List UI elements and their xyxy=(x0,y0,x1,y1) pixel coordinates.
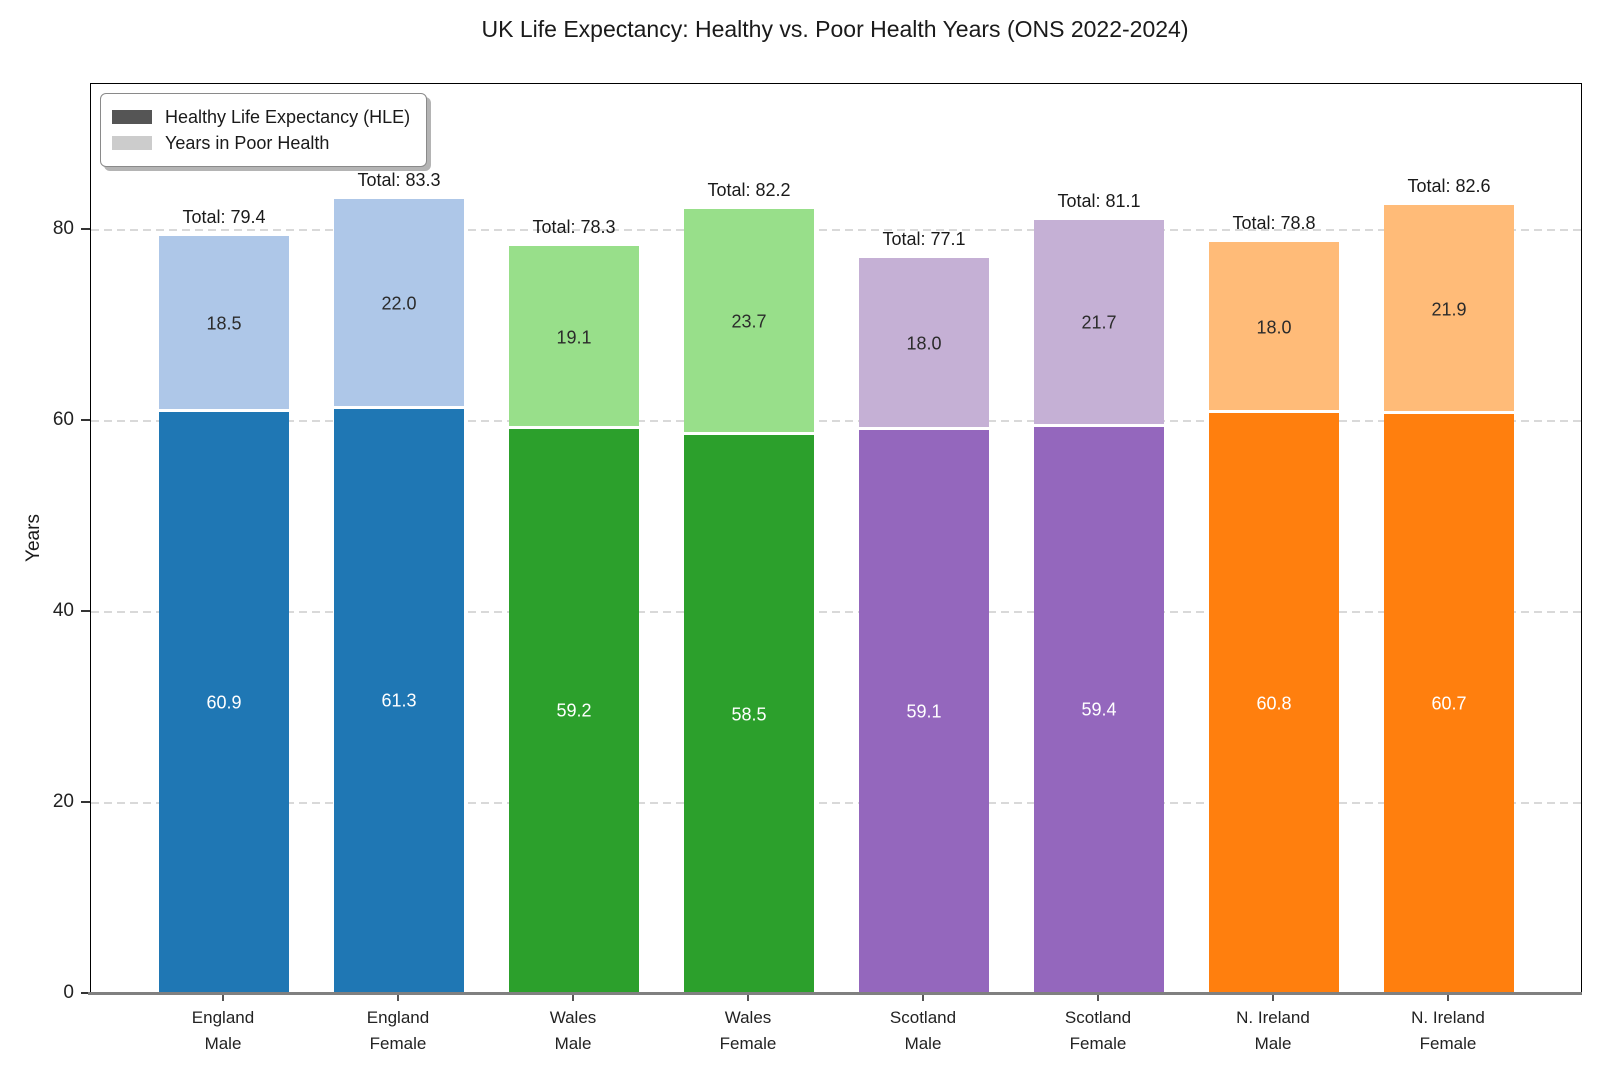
legend: Healthy Life Expectancy (HLE) Years in P… xyxy=(100,93,428,167)
poor-value-label-scotland-male: 18.0 xyxy=(906,333,942,354)
x-tick-label-england-male-region: England xyxy=(191,1008,255,1027)
poor-value-label-scotland-female: 21.7 xyxy=(1081,312,1117,333)
x-tick-label-wales-male-sex: Male xyxy=(554,1033,592,1053)
x-tick-mark-scotland-male xyxy=(922,995,924,1001)
x-tick-label-wales-male-region: Wales xyxy=(549,1008,597,1027)
poor-value-label-england-male: 18.5 xyxy=(206,313,242,334)
poor-value-label-n-ireland-female: 21.9 xyxy=(1431,299,1467,320)
hle-value-label-scotland-male: 59.1 xyxy=(906,701,942,722)
x-tick-mark-scotland-female xyxy=(1097,995,1099,1001)
poor-value-label-england-female: 22.0 xyxy=(381,293,417,314)
x-tick-mark-england-male xyxy=(222,995,224,1001)
x-tick-mark-n-ireland-female xyxy=(1447,995,1449,1001)
y-tick-mark-20 xyxy=(81,801,90,803)
bar-scotland-male-hle-segment xyxy=(859,429,989,994)
total-label-england-female: Total: 83.3 xyxy=(357,169,441,190)
x-tick-label-scotland-male-sex: Male xyxy=(904,1033,942,1053)
x-tick-label-wales-male: Wales Male xyxy=(485,1005,661,1056)
total-label-n-ireland-male: Total: 78.8 xyxy=(1232,212,1316,233)
x-tick-label-n-ireland-male: N. Ireland Male xyxy=(1185,1005,1361,1056)
plot-area: Healthy Life Expectancy (HLE) Years in P… xyxy=(90,83,1582,995)
x-tick-label-n-ireland-female: N. Ireland Female xyxy=(1360,1005,1536,1056)
bar-england-female-poor-segment xyxy=(334,198,464,409)
bar-wales-male-poor-segment xyxy=(509,246,639,429)
bar-england-male-hle-segment xyxy=(159,412,289,994)
legend-label-hle: Healthy Life Expectancy (HLE) xyxy=(165,106,411,127)
x-tick-label-england-female: England Female xyxy=(310,1005,486,1056)
total-label-scotland-male: Total: 77.1 xyxy=(882,228,966,249)
x-tick-mark-wales-female xyxy=(747,995,749,1001)
legend-item-hle: Healthy Life Expectancy (HLE) xyxy=(112,104,410,130)
hle-value-label-n-ireland-male: 60.8 xyxy=(1256,693,1292,714)
poor-value-label-wales-female: 23.7 xyxy=(731,311,767,332)
x-tick-mark-wales-male xyxy=(572,995,574,1001)
x-tick-label-scotland-male: Scotland Male xyxy=(835,1005,1011,1056)
x-tick-label-wales-female-sex: Female xyxy=(719,1033,777,1053)
bar-england-male-poor-segment xyxy=(159,235,289,413)
legend-label-poor: Years in Poor Health xyxy=(165,132,330,153)
poor-value-label-wales-male: 19.1 xyxy=(556,327,592,348)
bar-scotland-female-hle-segment xyxy=(1034,426,1164,994)
bar-n-ireland-female-hle-segment xyxy=(1384,414,1514,994)
gridline-y-80 xyxy=(91,229,1581,231)
hle-value-label-wales-female: 58.5 xyxy=(731,704,767,725)
bar-scotland-female-poor-segment xyxy=(1034,219,1164,427)
y-tick-mark-60 xyxy=(81,419,90,421)
y-tick-mark-80 xyxy=(81,228,90,230)
x-tick-label-scotland-female: Scotland Female xyxy=(1010,1005,1186,1056)
legend-swatch-poor-icon xyxy=(112,136,152,150)
bar-scotland-male-poor-segment xyxy=(859,257,989,430)
x-tick-label-wales-female: Wales Female xyxy=(660,1005,836,1056)
x-tick-label-n-ireland-female-region: N. Ireland xyxy=(1411,1008,1485,1027)
y-tick-label-40: 40 xyxy=(52,600,74,622)
total-label-england-male: Total: 79.4 xyxy=(182,206,266,227)
y-tick-label-20: 20 xyxy=(52,791,74,813)
total-label-wales-male: Total: 78.3 xyxy=(532,217,616,238)
x-tick-label-scotland-female-sex: Female xyxy=(1069,1033,1127,1053)
x-tick-label-scotland-male-region: Scotland xyxy=(889,1008,957,1027)
x-tick-label-england-male-sex: Male xyxy=(204,1033,242,1053)
gridline-y-60 xyxy=(91,420,1581,422)
x-axis-line xyxy=(88,991,1582,995)
legend-item-poor: Years in Poor Health xyxy=(112,130,410,156)
x-tick-label-england-female-region: England xyxy=(366,1008,430,1027)
bar-england-female-hle-segment xyxy=(334,408,464,994)
y-tick-mark-40 xyxy=(81,610,90,612)
hle-value-label-n-ireland-female: 60.7 xyxy=(1431,693,1467,714)
bar-n-ireland-male-hle-segment xyxy=(1209,413,1339,994)
x-tick-label-n-ireland-male-region: N. Ireland xyxy=(1236,1008,1310,1027)
y-tick-label-60: 60 xyxy=(52,409,74,431)
bar-n-ireland-male-poor-segment xyxy=(1209,241,1339,414)
total-label-scotland-female: Total: 81.1 xyxy=(1057,190,1141,211)
gridline-y-20 xyxy=(91,802,1581,804)
y-tick-mark-0 xyxy=(81,992,90,994)
legend-swatch-hle-icon xyxy=(112,110,152,124)
chart-title: UK Life Expectancy: Healthy vs. Poor Hea… xyxy=(481,16,1189,42)
bar-wales-female-poor-segment xyxy=(684,209,814,436)
poor-value-label-n-ireland-male: 18.0 xyxy=(1256,317,1292,337)
hle-value-label-scotland-female: 59.4 xyxy=(1081,699,1117,720)
y-axis-label: Years xyxy=(23,514,44,562)
x-tick-mark-england-female xyxy=(397,995,399,1001)
x-tick-mark-n-ireland-male xyxy=(1272,995,1274,1001)
x-tick-label-wales-female-region: Wales xyxy=(724,1008,772,1027)
y-tick-label-0: 0 xyxy=(63,982,74,1003)
hle-value-label-england-male: 60.9 xyxy=(206,692,242,713)
hle-value-label-england-female: 61.3 xyxy=(381,690,417,711)
total-label-n-ireland-female: Total: 82.6 xyxy=(1407,176,1491,197)
x-tick-label-england-male: England Male xyxy=(135,1005,311,1056)
x-tick-label-scotland-female-region: Scotland xyxy=(1064,1008,1132,1027)
gridline-y-40 xyxy=(91,611,1581,613)
y-tick-label-80: 80 xyxy=(52,218,74,240)
bar-wales-female-hle-segment xyxy=(684,435,814,994)
x-tick-label-england-female-sex: Female xyxy=(369,1033,427,1053)
total-label-wales-female: Total: 82.2 xyxy=(707,180,791,201)
bar-wales-male-hle-segment xyxy=(509,428,639,994)
hle-value-label-wales-male: 59.2 xyxy=(556,700,592,721)
x-tick-label-n-ireland-female-sex: Female xyxy=(1419,1033,1477,1053)
x-tick-label-n-ireland-male-sex: Male xyxy=(1254,1033,1292,1053)
bar-n-ireland-female-poor-segment xyxy=(1384,205,1514,415)
